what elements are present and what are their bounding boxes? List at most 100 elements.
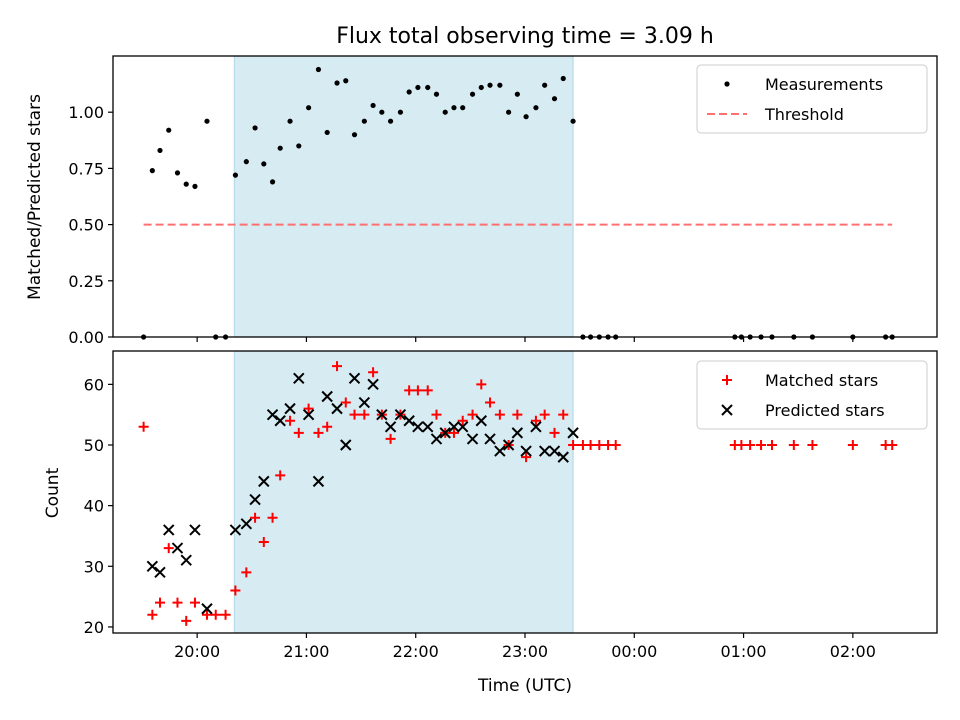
legend-box [696,360,928,430]
data-point [460,105,466,111]
data-point [466,433,479,445]
data-point [303,403,314,414]
data-point [412,385,423,396]
data-point [376,408,388,421]
data-point [478,84,484,91]
data-point [240,518,253,530]
data-point [756,440,767,450]
data-point [539,409,550,420]
data-point [467,409,478,420]
data-point [448,427,459,438]
x-tick-label: 23:00 [502,642,548,661]
data-point [412,421,424,433]
x-tick-label: 20:00 [174,642,220,661]
data-point [343,78,349,84]
data-point [293,427,304,438]
data-point [485,397,496,408]
data-point [367,378,379,391]
data-point [457,415,468,426]
y-tick-label: 20 [84,618,104,637]
data-point [147,609,158,620]
data-point [387,118,394,124]
data-point [433,91,440,97]
data-point [494,445,506,457]
data-point [201,603,213,615]
data-point [403,415,415,427]
data-point [313,427,324,438]
x-tick-label: 01:00 [721,642,767,661]
data-point [788,440,799,450]
legend: Measurements Threshold [696,64,928,134]
series-predicted-stars [146,372,579,615]
data-point [511,427,524,439]
data-point [192,183,198,189]
data-point [258,475,270,488]
data-point [530,415,541,426]
data-point [312,475,325,488]
x-tick-label: 02:00 [830,642,876,661]
data-point [274,415,286,427]
data-point [163,524,175,536]
data-point [340,397,351,408]
data-point [548,445,561,457]
data-point [457,421,469,433]
data-point [361,118,367,124]
y-tick-label: 30 [84,557,104,576]
bottom-y-axis-label: Count [43,467,63,518]
data-point [210,609,221,620]
y-tick-label: 40 [84,497,104,516]
data-point [439,427,451,439]
data-point [514,91,520,97]
data-point [385,433,396,444]
data-point [138,421,149,432]
data-point [266,408,279,421]
data-point [146,560,159,572]
data-point [379,109,385,115]
data-point [745,440,756,450]
data-point [267,512,278,523]
x-tick-label: 21:00 [283,642,329,661]
y-tick-label: 50 [84,436,104,455]
y-tick-label: 0.75 [68,159,104,178]
data-point [232,172,238,178]
data-point [277,145,283,151]
data-point [384,421,397,433]
data-point [847,440,858,450]
data-point [533,105,539,111]
bottom-panel: 20 30 40 50 60 20:00 21:00 22:00 23:00 00:00 01:00… [84,350,938,661]
data-point [296,143,302,149]
data-point [252,125,258,131]
data-point [475,415,487,427]
data-point [469,91,476,97]
legend-label: Predicted stars [765,401,885,420]
data-point [174,170,181,176]
x-tick-label: 22:00 [393,642,439,661]
data-point [243,159,249,165]
data-point [315,66,322,73]
legend-box [696,64,928,134]
data-point [502,439,515,451]
data-point [269,179,276,185]
data-point [204,118,210,124]
y-tick-label: 1.00 [68,103,104,122]
data-point [397,109,404,115]
observing-span [233,55,574,338]
data-point [250,512,261,523]
legend-label: Matched stars [765,371,878,390]
top-panel: 0.00 0.25 0.50 0.75 1.00 Measurements Threshol… [68,55,938,347]
data-point [448,421,460,433]
data-point [149,168,155,174]
data-point [523,114,529,120]
data-point [163,543,174,554]
top-y-axis-label: Matched/Predicted stars [25,94,45,300]
observing-span [233,350,574,634]
data-point [425,84,431,91]
data-point [181,615,192,626]
data-point [506,109,512,115]
data-point [394,408,407,421]
data-point [538,445,551,457]
data-point [368,367,379,378]
data-point [261,161,267,167]
data-point [258,537,269,548]
